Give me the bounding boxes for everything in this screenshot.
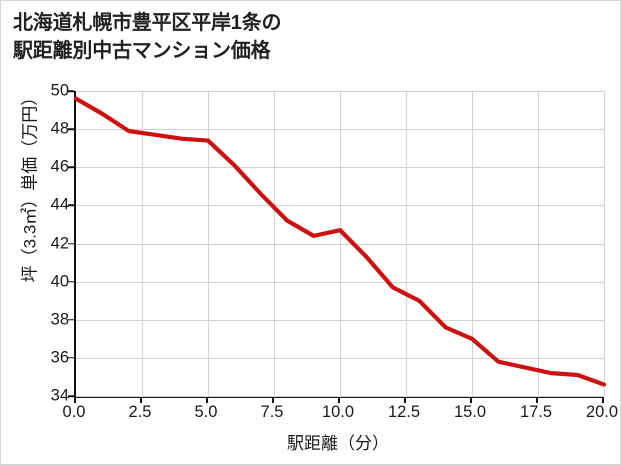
x-tick-mark xyxy=(140,397,142,403)
gridline-vertical xyxy=(406,91,407,396)
x-tick-label: 12.5 xyxy=(387,403,421,421)
y-axis-title: 坪（3.3㎡）単価（万円） xyxy=(20,88,40,283)
y-tick-mark xyxy=(68,280,74,283)
page-title: 北海道札幌市豊平区平岸1条の 駅距離別中古マンション価格 xyxy=(13,12,282,63)
x-tick-label: 2.5 xyxy=(128,403,152,421)
x-tick-label: 20.0 xyxy=(585,403,619,421)
y-tick-label: 34 xyxy=(50,386,69,405)
y-tick-mark xyxy=(68,166,74,168)
x-tick-mark xyxy=(404,397,406,403)
x-tick-label: 5.0 xyxy=(194,403,218,421)
y-tick-mark xyxy=(68,319,74,321)
y-tick-mark xyxy=(68,395,74,397)
y-tick-label: 50 xyxy=(50,81,69,100)
y-tick-label: 38 xyxy=(50,310,69,329)
gridline-vertical xyxy=(538,91,539,396)
y-axis-tick-marks xyxy=(68,90,75,397)
gridline-horizontal xyxy=(76,396,604,397)
gridline-vertical xyxy=(274,91,275,396)
gridline-vertical xyxy=(208,91,209,396)
x-tick-label: 17.5 xyxy=(519,403,553,421)
x-tick-mark xyxy=(74,397,76,403)
x-tick-label: 7.5 xyxy=(260,403,284,421)
y-tick-mark xyxy=(68,204,74,207)
x-tick-label: 10.0 xyxy=(321,403,355,421)
y-tick-label: 48 xyxy=(50,119,69,138)
series-line xyxy=(73,96,607,387)
gridline-vertical xyxy=(472,91,473,396)
y-tick-mark xyxy=(68,242,74,245)
x-tick-mark xyxy=(470,397,472,403)
x-tick-label: 15.0 xyxy=(453,403,487,421)
gridline-vertical xyxy=(340,91,341,396)
x-axis-tick-marks xyxy=(74,397,604,405)
x-tick-label: 0.0 xyxy=(62,403,86,421)
x-tick-mark xyxy=(536,397,538,403)
y-tick-label: 40 xyxy=(50,272,69,291)
y-tick-mark xyxy=(68,90,74,92)
x-tick-mark xyxy=(206,397,208,403)
gridline-vertical xyxy=(604,91,605,396)
y-tick-mark xyxy=(68,357,74,359)
plot-inner xyxy=(73,91,607,397)
y-tick-mark xyxy=(68,128,74,130)
data-series-line xyxy=(73,96,607,387)
y-axis-tick-labels: 34 36 38 40 42 44 46 48 50 xyxy=(23,82,69,405)
y-tick-label: 44 xyxy=(50,195,69,214)
x-tick-mark xyxy=(272,397,274,403)
plot-area xyxy=(73,91,607,398)
gridline-vertical xyxy=(142,91,143,396)
x-axis-title: 駅距離（分） xyxy=(287,434,389,453)
x-axis-tick-labels: 0.0 2.5 5.0 7.5 10.0 12.5 15.0 17.5 20.0 xyxy=(63,403,619,427)
x-tick-mark xyxy=(338,397,340,403)
y-tick-label: 46 xyxy=(50,157,69,176)
x-tick-mark xyxy=(602,397,604,403)
y-tick-label: 36 xyxy=(50,348,69,367)
y-tick-label: 42 xyxy=(50,234,69,252)
